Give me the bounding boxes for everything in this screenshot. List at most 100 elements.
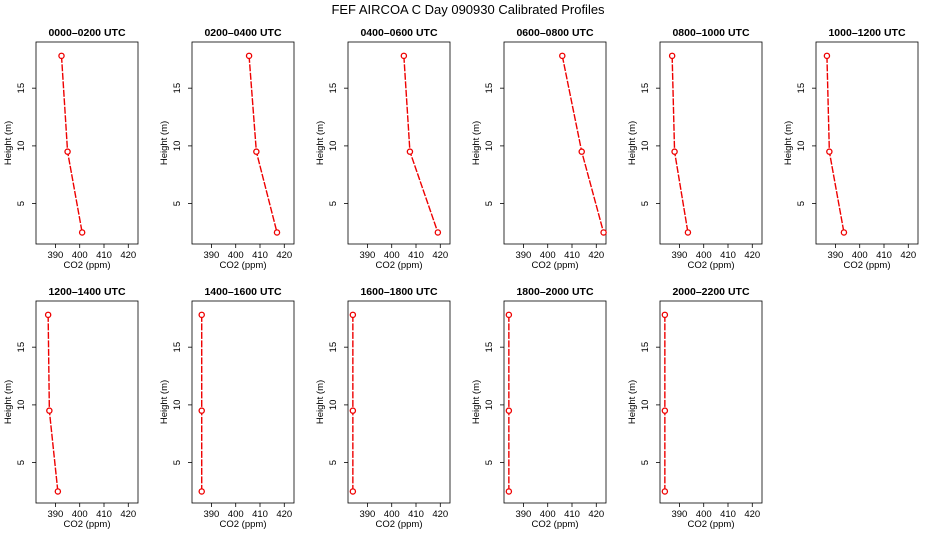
y-tick-label: 15 <box>796 83 807 94</box>
y-tick-label: 10 <box>328 141 339 152</box>
x-tick-label: 390 <box>671 509 687 520</box>
data-point <box>54 488 62 495</box>
x-tick-label: 410 <box>96 250 112 261</box>
x-tick-label: 420 <box>432 509 448 520</box>
panel-title: 0800–1000 UTC <box>672 27 749 39</box>
data-point <box>406 148 414 155</box>
series-line <box>47 314 59 492</box>
y-tick-label: 15 <box>640 342 651 353</box>
panel-title: 2000–2200 UTC <box>672 286 749 298</box>
x-tick-label: 390 <box>47 509 63 520</box>
y-tick-label: 15 <box>172 83 183 94</box>
y-tick-label: 5 <box>484 201 495 206</box>
y-tick-label: 10 <box>16 141 27 152</box>
x-tick-label: 400 <box>72 509 88 520</box>
y-tick-label: 5 <box>16 201 27 206</box>
data-point <box>684 229 692 236</box>
data-point <box>64 148 71 155</box>
panel-title: 1600–1800 UTC <box>360 286 437 298</box>
y-tick-label: 10 <box>640 141 651 152</box>
data-point <box>349 311 357 319</box>
panel-3: 0400–0600 UTC 390 400 410 420 5 10 15 CO2 (ppm) H… <box>315 27 451 271</box>
panel-title: 0600–0800 UTC <box>516 27 593 39</box>
x-axis-label: CO2 (ppm) <box>376 519 423 530</box>
y-tick-label: 5 <box>640 201 651 206</box>
data-point <box>273 229 281 236</box>
data-point <box>671 148 678 155</box>
y-tick-label: 15 <box>484 83 495 94</box>
x-axis-label: CO2 (ppm) <box>688 260 735 271</box>
x-tick-label: 390 <box>515 250 531 261</box>
plot-frame <box>191 41 295 245</box>
data-point <box>668 52 676 60</box>
x-tick-label: 400 <box>540 509 556 520</box>
x-tick-label: 410 <box>408 509 424 520</box>
x-tick-label: 390 <box>359 509 375 520</box>
x-tick-label: 390 <box>203 509 219 520</box>
series-line <box>561 55 605 233</box>
series-line <box>671 55 689 233</box>
x-tick-label: 410 <box>96 509 112 520</box>
x-axis-label: CO2 (ppm) <box>532 519 579 530</box>
x-tick-label: 420 <box>120 509 136 520</box>
y-tick-label: 10 <box>172 141 183 152</box>
x-tick-label: 400 <box>228 250 244 261</box>
x-tick-label: 390 <box>47 250 63 261</box>
x-axis-label: CO2 (ppm) <box>64 260 111 271</box>
plot-frame <box>659 41 763 245</box>
x-tick-label: 410 <box>720 509 736 520</box>
data-point <box>46 407 53 414</box>
x-tick-label: 420 <box>744 250 760 261</box>
y-tick-label: 10 <box>484 400 495 411</box>
data-point <box>44 311 52 319</box>
y-axis-label: Height (m) <box>315 380 326 424</box>
y-tick-label: 15 <box>328 342 339 353</box>
panel-6: 1000–1200 UTC 390 400 410 420 5 10 15 CO2 (ppm) H… <box>783 27 919 271</box>
plot-frame <box>659 300 763 504</box>
y-axis-label: Height (m) <box>3 380 14 424</box>
x-axis-label: CO2 (ppm) <box>376 260 423 271</box>
y-axis-label: Height (m) <box>783 121 794 165</box>
x-axis-label: CO2 (ppm) <box>688 519 735 530</box>
plot-frame <box>35 41 139 245</box>
data-point <box>578 148 585 155</box>
data-point <box>198 488 205 495</box>
data-point <box>559 52 566 60</box>
y-tick-label: 5 <box>640 460 651 465</box>
y-axis-label: Height (m) <box>471 121 482 165</box>
data-point <box>245 52 253 60</box>
plot-frame <box>815 41 919 245</box>
data-point <box>253 148 260 155</box>
x-axis-label: CO2 (ppm) <box>532 260 579 271</box>
x-tick-label: 410 <box>408 250 424 261</box>
panel-11: 2000–2200 UTC 390 400 410 420 5 10 15 CO2 (ppm) H… <box>627 286 763 530</box>
y-tick-label: 15 <box>16 342 27 353</box>
panel-title: 1400–1600 UTC <box>204 286 281 298</box>
x-tick-label: 400 <box>384 509 400 520</box>
x-tick-label: 410 <box>252 250 268 261</box>
data-point <box>505 407 513 414</box>
panel-4: 0600–0800 UTC 390 400 410 420 5 10 15 CO2 (ppm) H… <box>471 27 607 271</box>
series-line <box>248 55 278 233</box>
plot-frame <box>191 300 295 504</box>
data-point <box>434 229 442 236</box>
data-point <box>823 52 831 60</box>
x-tick-label: 410 <box>564 250 580 261</box>
y-axis-label: Height (m) <box>471 380 482 424</box>
series-line <box>403 55 439 233</box>
data-point <box>505 311 513 319</box>
data-point <box>349 488 357 495</box>
data-point <box>661 407 669 414</box>
x-tick-label: 400 <box>696 509 712 520</box>
panels: 0000–0200 UTC 390 400 410 420 5 10 15 CO2 (ppm) H… <box>3 27 919 530</box>
panel-title: 0400–0600 UTC <box>360 27 437 39</box>
x-tick-label: 400 <box>540 250 556 261</box>
x-tick-label: 410 <box>252 509 268 520</box>
panel-title: 0200–0400 UTC <box>204 27 281 39</box>
data-point <box>661 488 669 495</box>
y-tick-label: 10 <box>16 400 27 411</box>
y-axis-label: Height (m) <box>159 121 170 165</box>
y-axis-label: Height (m) <box>627 121 638 165</box>
data-point <box>78 229 86 236</box>
